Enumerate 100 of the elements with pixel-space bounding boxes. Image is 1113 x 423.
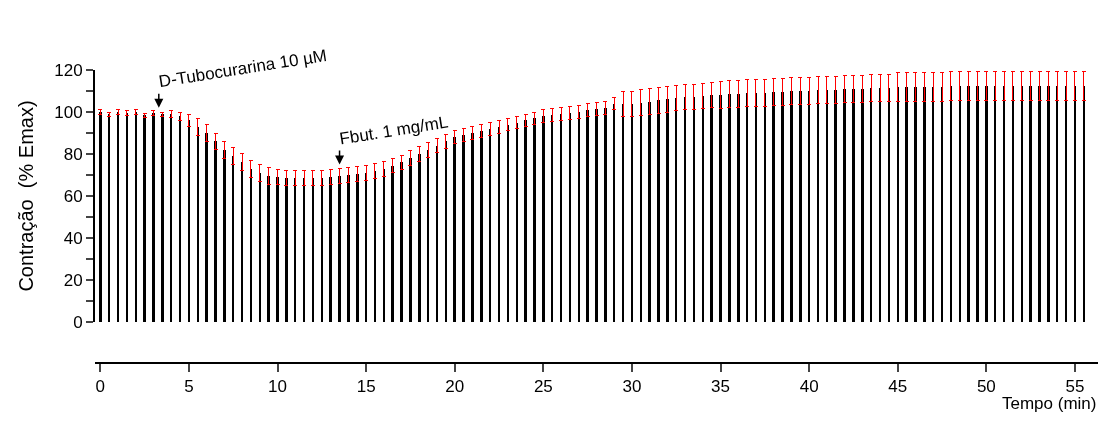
bar [702, 96, 704, 322]
bar [197, 127, 199, 322]
bar [834, 90, 837, 322]
bar [161, 114, 164, 322]
bar [409, 158, 412, 322]
bar [427, 150, 429, 322]
x-tick-label: 25 [533, 377, 553, 397]
bar [391, 166, 394, 322]
x-tick-label: 50 [976, 377, 996, 397]
bar [108, 114, 110, 322]
annotation: Fbut. 1 mg/mL [338, 112, 450, 149]
bar [578, 112, 580, 322]
bar [152, 113, 155, 322]
bar [1083, 86, 1085, 322]
y-tick-label: 100 [54, 102, 83, 122]
bar [1047, 86, 1050, 322]
bar [329, 177, 332, 322]
bar [595, 109, 598, 322]
bar [613, 104, 615, 322]
bar [719, 95, 722, 322]
bar [914, 87, 917, 322]
bar [790, 91, 793, 322]
bar [781, 92, 784, 322]
bar [418, 154, 421, 322]
bar [489, 129, 491, 322]
bar [205, 133, 208, 322]
bar [843, 89, 846, 322]
y-tick-label: 60 [63, 186, 83, 206]
annotation: D-Tubocurarina 10 µM [157, 45, 329, 92]
bar [728, 94, 731, 322]
bar [967, 86, 970, 322]
y-axis-title: Contração (% Emax) [15, 100, 38, 292]
x-tick-label: 15 [356, 377, 376, 397]
bar [267, 176, 270, 322]
bar [347, 175, 350, 322]
y-tick-label: 20 [63, 270, 83, 290]
bar [959, 86, 961, 322]
bar [870, 88, 872, 322]
bar [170, 114, 172, 322]
bar [994, 86, 996, 322]
bar [462, 135, 465, 322]
bar [551, 115, 553, 322]
bar [259, 173, 261, 322]
bar [232, 156, 234, 322]
bar [135, 112, 137, 322]
x-tick-label: 55 [1065, 377, 1085, 397]
bar [586, 110, 589, 322]
bar [285, 178, 288, 322]
bar [143, 115, 146, 322]
bar [99, 112, 102, 322]
bar [1056, 86, 1058, 322]
y-tick-label: 0 [73, 312, 83, 332]
bar [117, 112, 119, 322]
bar [799, 91, 802, 322]
bar [524, 120, 527, 322]
bar [480, 131, 483, 322]
bar [675, 98, 677, 322]
bar [400, 162, 403, 322]
bar [214, 141, 217, 322]
bar [321, 178, 323, 322]
x-tick-label: 30 [622, 377, 642, 397]
bar [1029, 86, 1032, 322]
bar [648, 102, 651, 322]
bar [932, 87, 934, 322]
bar [852, 89, 855, 322]
bar [905, 87, 908, 322]
bar [542, 116, 545, 322]
bar [294, 178, 296, 322]
bar [126, 113, 128, 322]
x-tick-label: 20 [445, 377, 465, 397]
bar [471, 133, 474, 322]
bar [897, 87, 899, 322]
bar [640, 103, 642, 322]
bar [772, 92, 775, 322]
bar [453, 137, 456, 322]
bar [976, 86, 979, 322]
bar [516, 123, 518, 322]
x-tick-label: 45 [888, 377, 908, 397]
bar [737, 94, 740, 322]
y-tick-label: 80 [63, 144, 83, 164]
bar [223, 150, 226, 322]
bar [604, 108, 607, 322]
x-tick-label: 35 [711, 377, 731, 397]
x-tick-label: 0 [95, 377, 106, 397]
bar [657, 100, 660, 322]
x-tick-label: 5 [184, 377, 194, 397]
y-tick-label: 120 [54, 60, 83, 80]
bar [861, 89, 864, 322]
x-tick-label: 40 [799, 377, 819, 397]
bar [1021, 86, 1023, 322]
bar [923, 87, 926, 322]
bar [1038, 86, 1041, 322]
bar [710, 95, 713, 322]
bar [985, 86, 988, 322]
y-tick-label: 40 [63, 228, 83, 248]
x-axis-title: Tempo (min) [1002, 394, 1097, 413]
x-tick-label: 10 [268, 377, 287, 397]
bar [276, 177, 279, 322]
bar [533, 118, 536, 322]
bar [808, 91, 810, 322]
